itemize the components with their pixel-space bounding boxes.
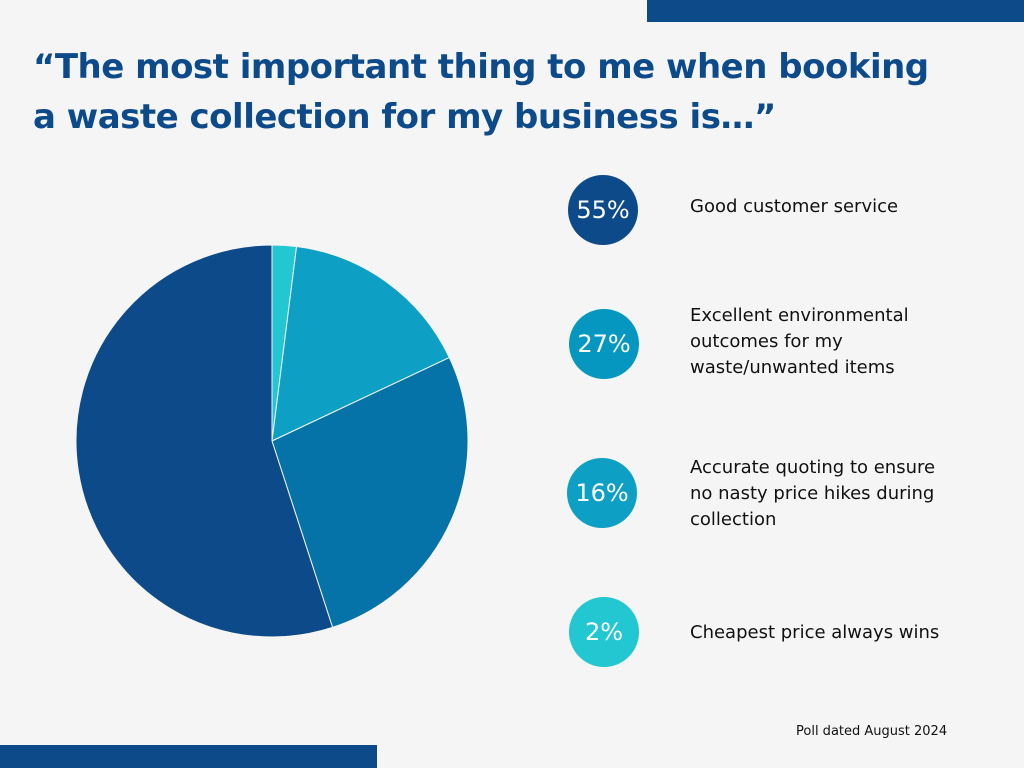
legend-label-line: outcomes for my (690, 331, 843, 352)
pie-slice-16-percent (271, 245, 451, 442)
legend-label-line: collection (690, 509, 777, 530)
legend-badge-cheapest-price: 2% (569, 597, 639, 667)
legend-label-accurate-quoting: Accurate quoting to ensure no nasty pric… (690, 455, 990, 533)
legend-label-line: waste/unwanted items (690, 357, 895, 378)
title-line-1: “The most important thing to me when boo… (33, 47, 929, 87)
legend-badge-accurate-quoting: 16% (567, 458, 637, 528)
legend-label-cheapest-price: Cheapest price always wins (690, 620, 990, 646)
legend-label-good-customer-service: Good customer service (690, 194, 990, 220)
top-accent-bar (647, 0, 1024, 22)
legend-percent: 2% (584, 618, 624, 646)
bottom-accent-bar (0, 745, 377, 768)
legend-percent: 55% (576, 196, 630, 224)
legend-label-line: Cheapest price always wins (690, 622, 940, 643)
legend-label-environmental-outcomes: Excellent environmental outcomes for my … (690, 303, 990, 381)
legend-label-line: no nasty price hikes during (690, 483, 935, 504)
legend-label-line: Excellent environmental (690, 305, 909, 326)
pie-slice-27-percent (271, 356, 469, 629)
poll-date-footnote: Poll dated August 2024 (796, 724, 948, 739)
title-line-2: a waste collection for my business is…” (33, 97, 776, 137)
legend-percent: 16% (575, 479, 629, 507)
legend-label-line: Accurate quoting to ensure (690, 457, 936, 478)
legend-percent: 27% (577, 330, 631, 358)
chart-title: “The most important thing to me when boo… (33, 42, 973, 142)
legend-badge-good-customer-service: 55% (568, 175, 638, 245)
legend-badge-environmental-outcomes: 27% (569, 309, 639, 379)
legend-label-line: Good customer service (690, 196, 899, 217)
pie-slice-55-percent (75, 244, 334, 638)
